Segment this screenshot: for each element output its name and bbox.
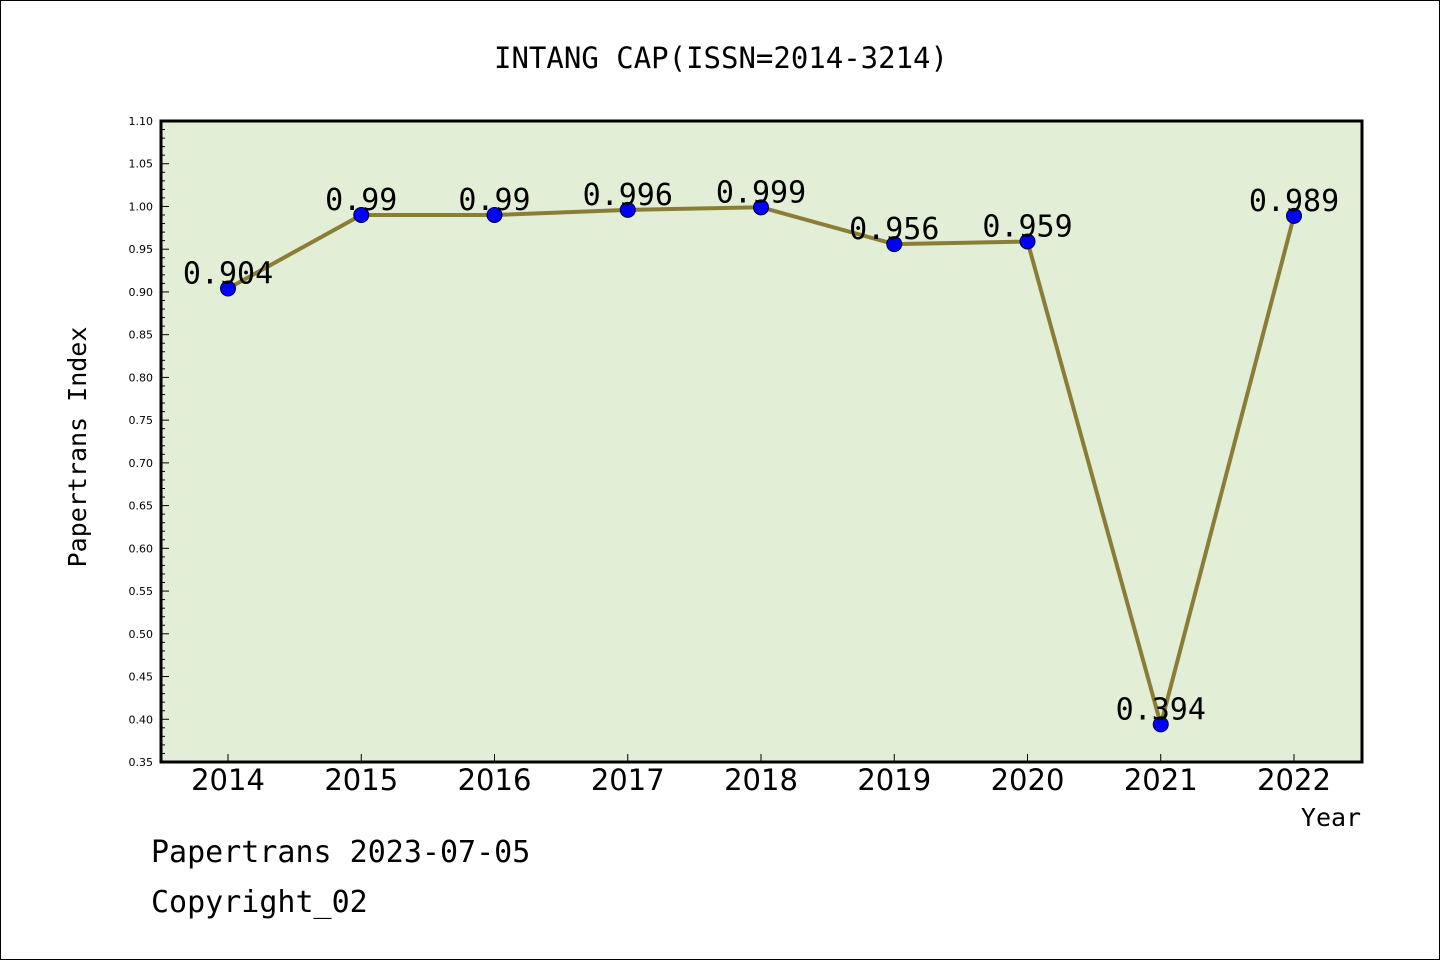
- y-tick-label: 0.65: [129, 500, 154, 513]
- y-tick-label: 0.35: [129, 756, 154, 769]
- footer-date-text: Papertrans 2023-07-05: [151, 835, 531, 870]
- y-tick-label: 0.60: [129, 542, 154, 555]
- data-point: [353, 207, 370, 224]
- x-tick-label: 2019: [857, 763, 931, 797]
- data-label: 0.959: [982, 210, 1072, 245]
- chart-title: INTANG CAP(ISSN=2014-3214): [494, 41, 948, 75]
- data-point: [886, 236, 903, 253]
- data-point: [1152, 716, 1169, 733]
- plot-frame: [159, 119, 1364, 764]
- y-tick-label: 0.85: [129, 329, 154, 342]
- y-tick-label: 0.75: [129, 414, 154, 427]
- y-tick-label: 0.70: [129, 457, 154, 470]
- data-label: 0.956: [849, 212, 939, 247]
- x-tick-label: 2015: [324, 763, 398, 797]
- data-label: 0.99: [458, 183, 530, 218]
- data-label: 0.989: [1249, 184, 1339, 219]
- data-point: [619, 201, 636, 218]
- y-tick-label: 0.45: [129, 671, 154, 684]
- data-label: 0.394: [1116, 692, 1206, 727]
- x-axis-label: Year: [1301, 803, 1361, 832]
- data-point: [486, 207, 503, 224]
- x-tick-label: 2022: [1257, 763, 1331, 797]
- x-tick-label: 2018: [724, 763, 798, 797]
- y-tick-label: 1.05: [129, 158, 154, 171]
- x-tick-label: 2014: [191, 763, 265, 797]
- y-tick-label: 0.95: [129, 243, 154, 256]
- plot-background: [161, 121, 1362, 762]
- y-tick-label: 1.00: [129, 200, 154, 213]
- data-point: [1019, 233, 1036, 250]
- x-tick-label: 2020: [991, 763, 1065, 797]
- x-tick-label: 2016: [458, 763, 532, 797]
- data-point: [753, 199, 769, 216]
- data-label: 0.904: [183, 257, 273, 292]
- data-label: 0.999: [716, 175, 806, 210]
- y-tick-label: 0.55: [129, 585, 154, 598]
- y-tick-label: 0.80: [129, 371, 154, 384]
- data-point: [220, 280, 236, 297]
- data-point: [1286, 207, 1302, 224]
- data-label: 0.996: [583, 178, 673, 213]
- y-tick-label: 0.50: [129, 628, 154, 641]
- y-axis-label: Papertrans Index: [63, 327, 92, 568]
- x-tick-label: 2021: [1124, 763, 1198, 797]
- y-tick-label: 0.40: [129, 713, 154, 726]
- data-label: 0.99: [325, 183, 397, 218]
- y-tick-label: 0.90: [129, 286, 154, 299]
- x-tick-label: 2017: [591, 763, 665, 797]
- footer-copyright-text: Copyright_02: [151, 885, 368, 920]
- y-tick-label: 1.10: [129, 115, 154, 128]
